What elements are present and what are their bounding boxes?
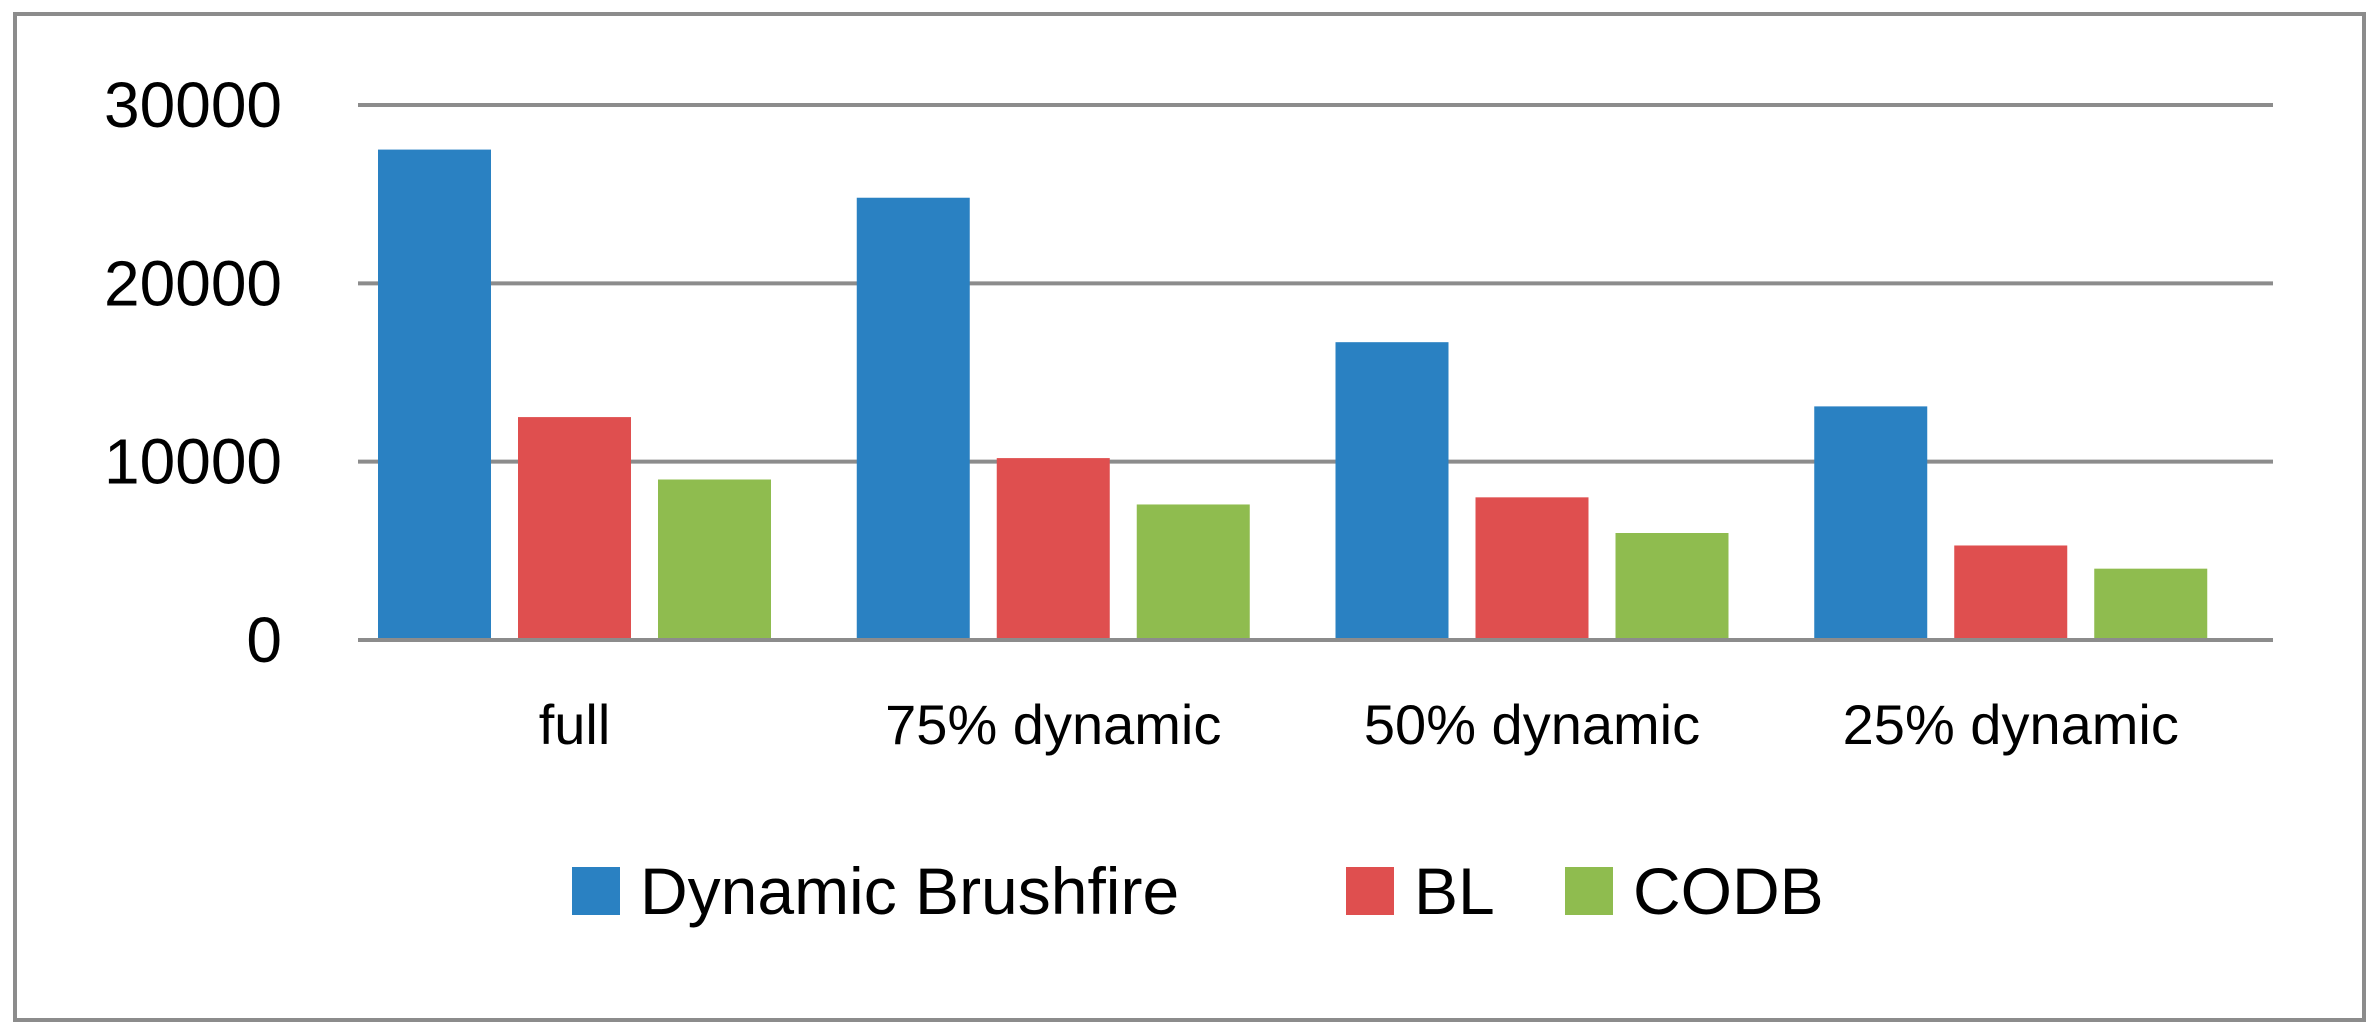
- bar-bl: [1475, 497, 1589, 640]
- legend-label: BL: [1414, 854, 1495, 928]
- y-tick-label: 10000: [104, 426, 282, 498]
- x-category-label: 75% dynamic: [885, 693, 1221, 756]
- y-axis-ticks: 0 10000 20000 30000: [104, 69, 282, 676]
- legend-label: CODB: [1633, 854, 1824, 928]
- gridlines: [358, 103, 2273, 464]
- y-tick-label: 30000: [104, 69, 282, 141]
- bar-bl: [518, 417, 631, 640]
- bar-dynamic-brushfire: [856, 197, 970, 640]
- bar-codb: [658, 479, 771, 640]
- bar-codb: [1136, 504, 1250, 640]
- legend-swatch: [572, 867, 620, 915]
- bar-dynamic-brushfire: [1335, 342, 1449, 640]
- bar-dynamic-brushfire: [378, 149, 491, 641]
- x-category-label: full: [539, 693, 611, 756]
- bars: [378, 149, 2208, 641]
- x-category-label: 25% dynamic: [1843, 693, 2179, 756]
- legend-swatch: [1565, 867, 1613, 915]
- y-tick-label: 0: [246, 604, 282, 676]
- y-tick-label: 20000: [104, 247, 282, 319]
- x-category-label: 50% dynamic: [1364, 693, 1700, 756]
- legend: Dynamic Brushfire BL CODB: [572, 854, 1824, 928]
- bar-dynamic-brushfire: [1814, 406, 1928, 640]
- bar-bl: [996, 458, 1110, 640]
- bar-codb: [1615, 533, 1729, 640]
- x-axis-labels: full 75% dynamic 50% dynamic 25% dynamic: [539, 693, 2179, 756]
- legend-swatch: [1346, 867, 1394, 915]
- bar-codb: [2094, 568, 2208, 640]
- bar-bl: [1954, 545, 2068, 640]
- legend-label: Dynamic Brushfire: [640, 854, 1179, 928]
